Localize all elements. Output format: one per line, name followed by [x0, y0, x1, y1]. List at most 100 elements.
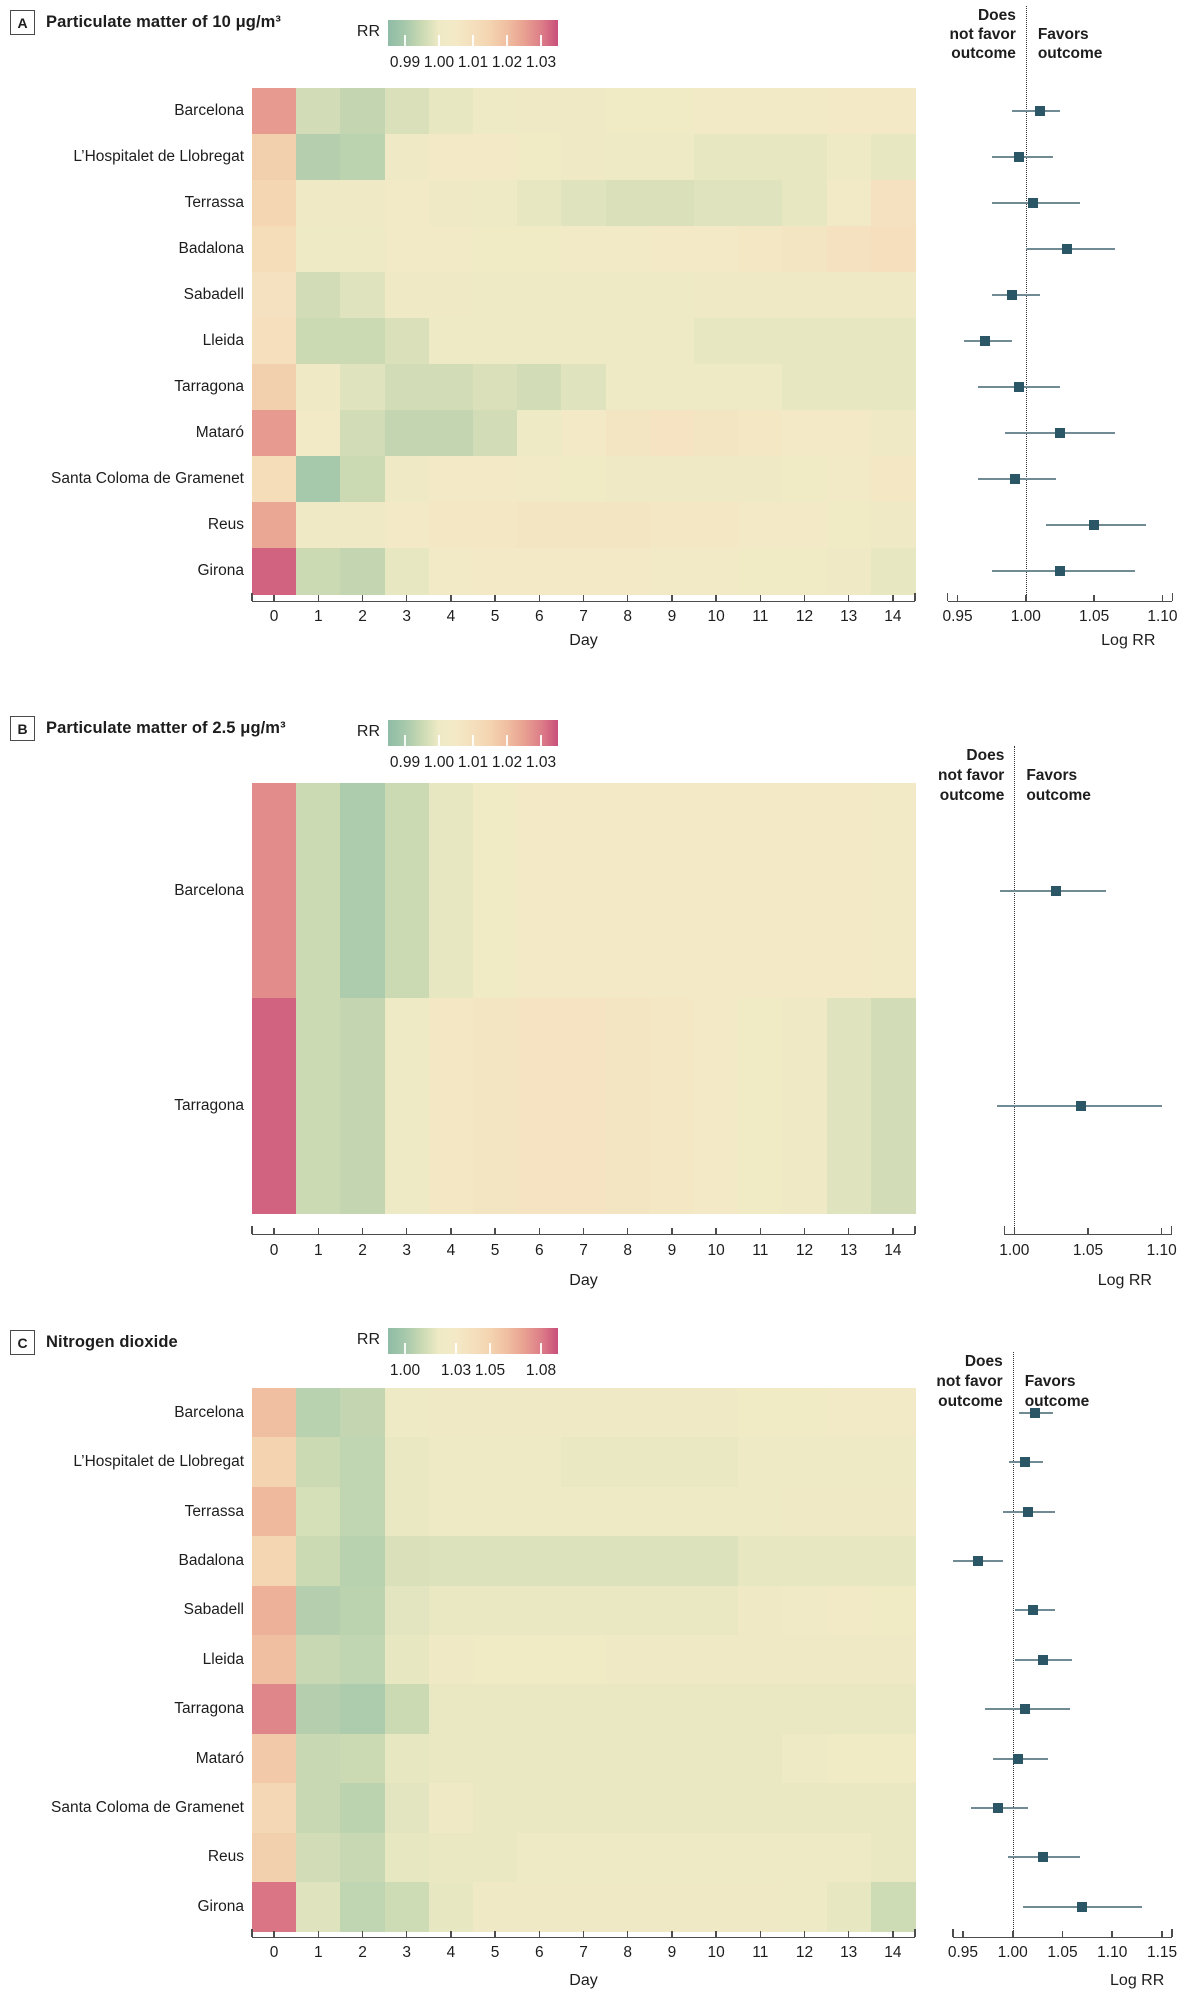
- forest-axis-tick: [1161, 595, 1164, 601]
- heatmap-cell: [738, 272, 783, 319]
- heatmap-cell: [649, 1635, 695, 1685]
- forest-marker: [1077, 1901, 1088, 1912]
- forest-axis-endcap: [1171, 593, 1174, 601]
- heatmap-cell: [826, 998, 872, 1214]
- heatmap-cell: [694, 1585, 739, 1636]
- city-label: Barcelona: [174, 102, 244, 119]
- city-label: Badalona: [178, 240, 244, 257]
- forest-marker: [1029, 1407, 1040, 1418]
- day-axis-tick: [405, 595, 408, 601]
- heatmap-cell: [252, 1486, 297, 1537]
- forest-axis-tick: [1013, 1228, 1016, 1234]
- heatmap-cell: [782, 1635, 828, 1685]
- heatmap-cell: [473, 502, 518, 549]
- forest-marker: [1061, 244, 1072, 254]
- day-axis-tick: [759, 1228, 762, 1234]
- day-axis-tick: [715, 595, 717, 601]
- day-axis-endcap: [251, 1929, 253, 1937]
- day-label: 3: [402, 1242, 411, 1259]
- forest-tick-label: 0.95: [947, 1944, 979, 1961]
- heatmap-cell: [384, 88, 430, 135]
- heatmap-cell: [428, 318, 474, 365]
- heatmap-cell: [649, 1388, 695, 1438]
- heatmap-cell: [340, 1832, 386, 1883]
- legend-tick-mark: [438, 735, 440, 746]
- heatmap-cell: [738, 1437, 783, 1488]
- heatmap-cell: [605, 998, 651, 1214]
- forest-axis-bracket: [952, 1937, 1173, 1938]
- heatmap-cell: [428, 180, 474, 227]
- heatmap-cell: [517, 1486, 562, 1537]
- legend-tick-label: 0.99: [389, 54, 421, 71]
- day-axis-tick: [803, 1228, 806, 1234]
- day-axis-tick: [317, 1931, 320, 1937]
- day-label: 2: [358, 1944, 367, 1961]
- forest-tick-label: 0.95: [942, 608, 973, 625]
- day-axis-tick: [450, 595, 452, 601]
- heatmap-cell: [826, 1635, 872, 1685]
- heatmap-cell: [782, 272, 828, 319]
- day-label: 12: [795, 1944, 814, 1961]
- forest-marker: [1014, 382, 1025, 392]
- heatmap-cell: [694, 1882, 739, 1932]
- heatmap-cell: [296, 226, 341, 273]
- heatmap-cell: [473, 226, 518, 273]
- legend-rr-label: RR: [356, 723, 380, 740]
- legend-tick-label: 1.03: [525, 754, 557, 771]
- heatmap-cell: [605, 1882, 651, 1932]
- heatmap-cell: [782, 548, 828, 595]
- forest-tick-label: 1.15: [1146, 1944, 1178, 1961]
- forest-tick-label: 1.10: [1147, 608, 1178, 625]
- heatmap-cell: [561, 364, 607, 411]
- city-label: Reus: [207, 516, 244, 533]
- day-label: 3: [402, 608, 411, 625]
- heatmap-cell: [605, 1388, 651, 1438]
- heatmap-cell: [870, 1635, 916, 1685]
- heatmap-cell: [252, 1882, 297, 1932]
- forest-marker: [1037, 1654, 1048, 1665]
- forest-axis-tick: [1025, 595, 1027, 601]
- forest-marker: [1027, 1605, 1038, 1616]
- heatmap-cell: [826, 1585, 872, 1636]
- heatmap-cell: [649, 998, 695, 1214]
- forest-axis-tick: [1011, 1931, 1014, 1937]
- heatmap-cell: [738, 180, 783, 227]
- city-label: Girona: [197, 562, 244, 579]
- day-axis-tick: [273, 1931, 275, 1937]
- heatmap-cell: [738, 998, 783, 1214]
- heatmap-cell: [649, 548, 695, 595]
- heatmap-cell: [738, 456, 783, 503]
- heatmap-cell: [782, 1783, 828, 1834]
- heatmap-cell: [870, 998, 916, 1214]
- heatmap-cell: [296, 1684, 341, 1735]
- day-axis-tick: [538, 595, 541, 601]
- legend-tick-mark: [489, 1343, 491, 1354]
- heatmap-cell: [782, 134, 828, 181]
- heatmap-cell: [428, 226, 474, 273]
- heatmap-cell: [252, 1733, 297, 1784]
- heatmap-cell: [694, 226, 739, 273]
- day-axis-tick: [759, 1931, 762, 1937]
- day-axis-tick: [273, 1228, 275, 1234]
- heatmap-cell: [694, 1635, 739, 1685]
- legend-tick-mark: [404, 735, 406, 746]
- heatmap-cell: [340, 998, 386, 1214]
- day-label: 1: [313, 608, 323, 625]
- day-label: 10: [707, 1242, 725, 1259]
- heatmap-cell: [296, 134, 341, 181]
- day-axis-tick: [361, 1228, 364, 1234]
- heatmap-cell: [296, 1832, 341, 1883]
- day-label: 7: [579, 1242, 588, 1259]
- heatmap-cell: [605, 1783, 651, 1834]
- forest-tick-label: 1.00: [1010, 608, 1041, 625]
- heatmap-cell: [296, 180, 341, 227]
- heatmap-cell: [605, 272, 651, 319]
- heatmap-cell: [384, 1783, 430, 1834]
- city-label: Santa Coloma de Gramenet: [51, 1798, 244, 1816]
- day-label: 1: [313, 1242, 323, 1259]
- heatmap-cell: [649, 456, 695, 503]
- heatmap-cell: [428, 1437, 474, 1488]
- city-label: Barcelona: [174, 881, 244, 899]
- heatmap-cell: [738, 502, 783, 549]
